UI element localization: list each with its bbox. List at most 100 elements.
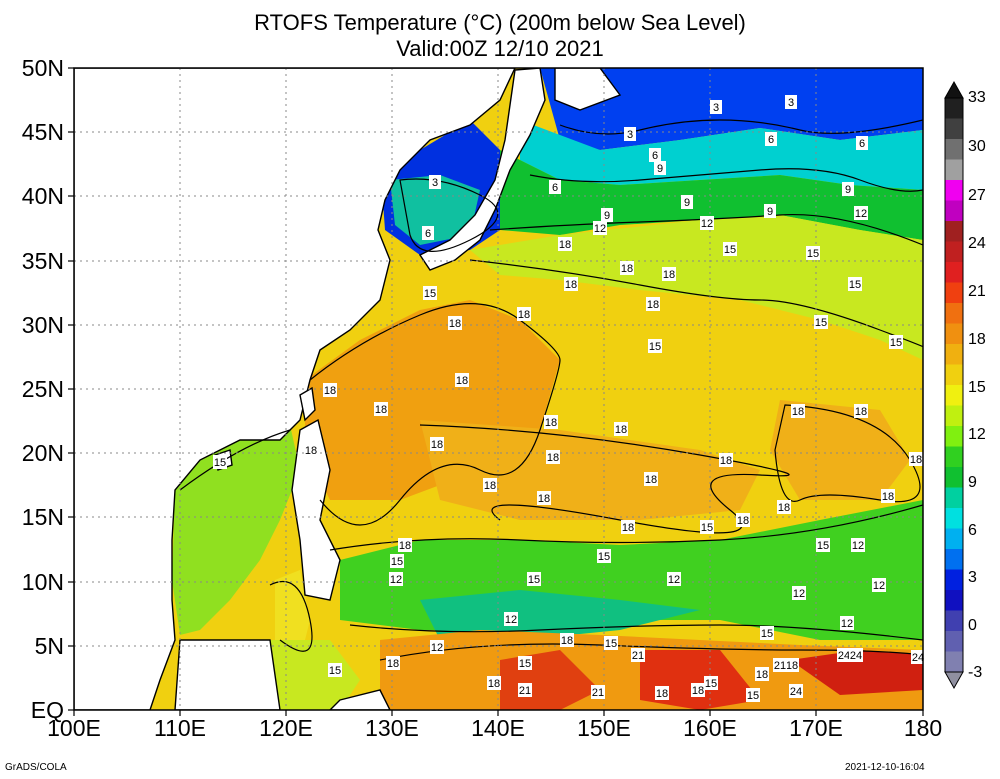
colorbar-swatch [945,118,963,140]
colorbar-swatch [945,221,963,242]
contour-label: 15 [391,556,403,568]
colorbar-label: 12 [968,426,986,443]
land-mass [74,68,622,710]
lon-label: 100E [47,715,101,741]
colorbar-swatch [945,426,963,447]
contour-label: 24 [912,652,924,664]
contour-label: 15 [761,628,773,640]
colorbar-swatch [945,508,963,529]
contour-label: 18 [720,455,732,467]
lat-label: 10N [21,569,64,595]
contour-label: 3 [432,177,438,189]
contour-label: 15 [519,658,531,670]
contour-label: 12 [431,642,443,654]
lat-label: 15N [21,504,64,530]
contour-label: 18 [645,474,657,486]
contour-label: 18 [305,445,317,457]
contour-label: 18 [615,424,627,436]
contour-label: 12 [855,208,867,220]
colorbar-swatch [945,651,963,673]
colorbar-swatch [945,446,963,468]
colorbar-swatch [945,549,963,570]
colorbar-swatch [945,487,963,509]
contour-label: 18 [621,263,633,275]
contour-label: 21 [519,685,531,697]
contour-label: 15 [649,341,661,353]
contour-label: 6 [652,150,658,162]
contour-label: 9 [684,197,690,209]
lon-label: 130E [365,715,419,741]
contour-label: 18 [375,404,387,416]
colorbar-swatch [945,364,963,386]
map-gridlines [74,68,923,710]
contour-label: 18 [538,493,550,505]
contour-label: 15 [724,244,736,256]
colorbar-bottom-triangle [944,671,964,690]
contour-label: 15 [598,551,610,563]
contour-value-labels: 3 3 3 3 6 6 6 6 6 9 9 9 9 9 12 12 12 12 … [213,95,925,702]
colorbar-label: 15 [968,379,986,396]
colorbar-swatch [945,241,963,263]
contour-label: 15 [815,317,827,329]
colorbar-label: 27 [968,187,986,204]
map-title: RTOFS Temperature (°C) (200m below Sea L… [254,10,746,35]
colorbar-swatch [945,180,963,201]
lat-label: EQ [30,697,64,723]
contour-label: 18 [882,491,894,503]
contour-label: 18 [692,685,704,697]
colorbar-swatch [945,385,963,406]
colorbar-swatch [945,139,963,160]
colorbar-swatch [945,303,963,324]
colorbar-label: 21 [968,283,986,300]
contour-label: 24 [838,650,850,662]
contour-label: 18 [484,480,496,492]
contour-label: 15 [329,665,341,677]
colorbar-label: 18 [968,331,986,348]
contour-label: 18 [449,318,461,330]
lat-label: 50N [21,55,64,81]
lat-label: 45N [21,119,64,145]
colorbar-label: 33 [968,89,986,106]
lat-label: 20N [21,440,64,466]
colorbar-label: 6 [968,522,977,539]
contour-label: 18 [778,502,790,514]
contour-label: 9 [604,210,610,222]
contour-label: 21 [632,650,644,662]
contour-label: 6 [425,228,431,240]
colorbar-frame [944,97,964,673]
lat-label: 25N [21,376,64,402]
colorbar-swatch [945,98,963,119]
contour-label: 18 [756,669,768,681]
contour-label: 15 [807,248,819,260]
contour-label: 15 [747,690,759,702]
contour-label: 18 [910,454,922,466]
contour-label: 15 [890,337,902,349]
contour-label: 24 [790,686,802,698]
contour-label: 15 [701,522,713,534]
contour-label: 18 [737,515,749,527]
contour-label: 18 [431,439,443,451]
contour-label: 12 [390,574,402,586]
colorbar-swatch [945,200,963,222]
colorbar-swatch [945,344,963,365]
colorbar-swatch [945,262,963,283]
contour-label: 15 [214,457,226,469]
contour-label: 12 [505,614,517,626]
colorbar-swatch [945,159,963,181]
footer-timestamp: 2021-12-10-16:04 [845,762,925,773]
contour-label: 6 [768,134,774,146]
contour-label: 18 [656,688,668,700]
map-subtitle: Valid:00Z 12/10 2021 [396,36,604,61]
lon-label: 150E [577,715,631,741]
colorbar-swatch [945,610,963,632]
contour-label: 12 [873,580,885,592]
contour-label: 18 [855,406,867,418]
contour-label: 15 [705,678,717,690]
colorbar-label: 0 [968,617,977,634]
contour-label: 18 [565,279,577,291]
contour-label: 18 [545,417,557,429]
contour-label: 9 [767,206,773,218]
contour-label: 12 [668,574,680,586]
colorbar-swatch [945,467,963,488]
